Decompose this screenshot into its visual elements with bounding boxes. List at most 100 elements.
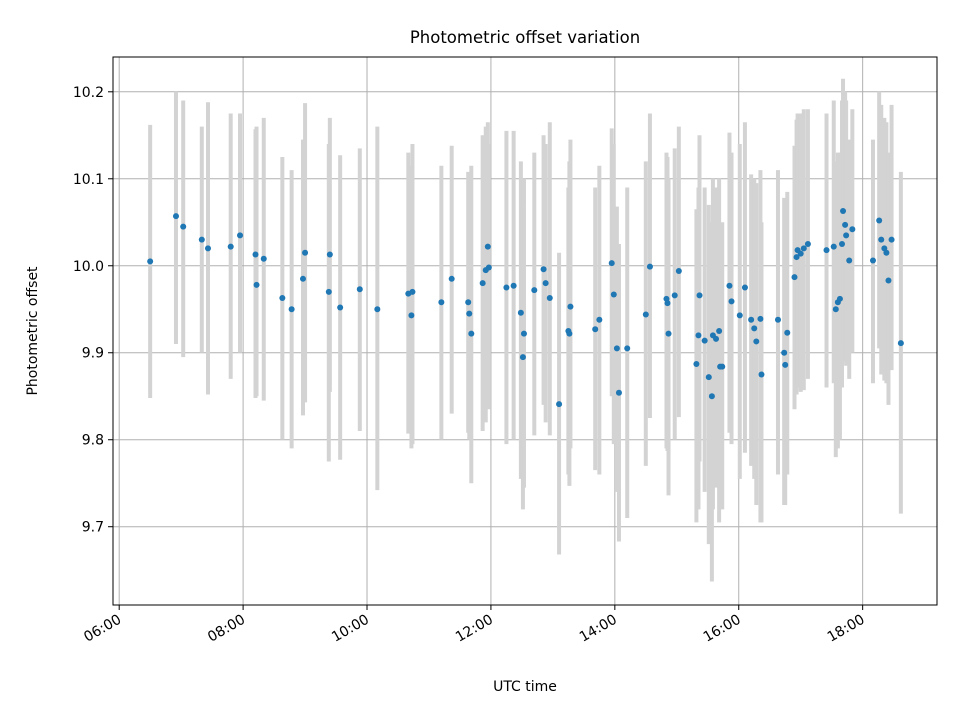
data-point <box>675 267 682 274</box>
data-point <box>705 374 712 381</box>
x-axis-label: UTC time <box>493 679 557 695</box>
chart-title: Photometric offset variation <box>410 28 640 47</box>
data-point <box>566 330 573 337</box>
data-point <box>288 306 295 313</box>
data-point <box>337 304 344 311</box>
data-point <box>253 281 260 288</box>
data-point <box>883 249 890 256</box>
data-point <box>517 309 524 316</box>
y-tick-label: 10.0 <box>73 259 104 275</box>
data-point <box>708 393 715 400</box>
data-point <box>664 300 671 307</box>
y-tick-label: 10.2 <box>73 85 104 101</box>
data-point <box>840 207 847 214</box>
data-point <box>784 329 791 336</box>
data-point <box>836 295 843 302</box>
data-point <box>302 249 309 256</box>
data-point <box>610 291 617 298</box>
data-point <box>830 243 837 250</box>
data-point <box>781 349 788 356</box>
data-point <box>172 213 179 220</box>
data-point <box>520 330 527 337</box>
y-axis-ticks: 9.7 9.8 9.9 10.0 10.1 10.2 <box>73 85 113 536</box>
data-point <box>198 236 205 243</box>
y-tick-label: 9.7 <box>82 520 104 536</box>
data-point <box>326 251 333 258</box>
data-point <box>791 274 798 281</box>
data-point <box>736 312 743 319</box>
data-point <box>615 389 622 396</box>
data-point <box>897 340 904 347</box>
data-point <box>519 354 526 361</box>
data-point <box>252 251 259 258</box>
data-point <box>531 287 538 294</box>
data-point <box>448 275 455 282</box>
data-point <box>592 326 599 333</box>
data-point <box>510 282 517 289</box>
data-point <box>479 280 486 287</box>
data-point <box>147 258 154 265</box>
data-point <box>843 232 850 239</box>
data-point <box>849 226 856 233</box>
data-point <box>438 299 445 306</box>
data-point <box>846 257 853 264</box>
data-point <box>468 330 475 337</box>
data-point <box>839 241 846 248</box>
data-point <box>642 311 649 318</box>
data-point <box>646 263 653 270</box>
data-point <box>695 332 702 339</box>
data-point <box>696 292 703 299</box>
data-point <box>540 266 547 273</box>
data-point <box>804 241 811 248</box>
data-point <box>885 277 892 284</box>
data-point <box>823 247 830 254</box>
data-point <box>613 345 620 352</box>
data-point <box>546 294 553 301</box>
data-point <box>299 275 306 282</box>
data-point <box>748 316 755 323</box>
data-point <box>774 316 781 323</box>
data-point <box>409 288 416 295</box>
data-point <box>596 316 603 323</box>
y-tick-label: 9.9 <box>82 346 104 362</box>
data-point <box>741 284 748 291</box>
data-point <box>325 288 332 295</box>
data-point <box>542 280 549 287</box>
data-point <box>782 361 789 368</box>
data-point <box>624 345 631 352</box>
data-point <box>876 217 883 224</box>
data-point <box>484 243 491 250</box>
data-point <box>693 361 700 368</box>
data-point <box>726 282 733 289</box>
data-point <box>356 286 363 293</box>
data-point <box>665 330 672 337</box>
data-point <box>567 303 574 310</box>
data-point <box>503 284 510 291</box>
data-point <box>728 298 735 305</box>
data-points <box>147 207 904 408</box>
data-point <box>556 401 563 408</box>
data-point <box>719 363 726 370</box>
data-point <box>671 292 678 299</box>
data-point <box>869 257 876 264</box>
data-point <box>279 294 286 301</box>
data-point <box>888 236 895 243</box>
data-point <box>832 306 839 313</box>
data-point <box>757 315 764 322</box>
data-point <box>701 337 708 344</box>
plot-frame <box>112 56 938 606</box>
data-point <box>237 232 244 239</box>
data-point <box>408 312 415 319</box>
data-point <box>751 325 758 332</box>
y-tick-label: 10.1 <box>73 172 104 188</box>
data-point <box>227 243 234 250</box>
y-axis-label: Photometric offset <box>25 266 41 396</box>
data-point <box>204 245 211 252</box>
data-point <box>465 299 472 306</box>
y-tick-label: 9.8 <box>82 433 104 449</box>
data-point <box>485 264 492 271</box>
data-point <box>753 338 760 345</box>
data-point <box>260 255 267 262</box>
